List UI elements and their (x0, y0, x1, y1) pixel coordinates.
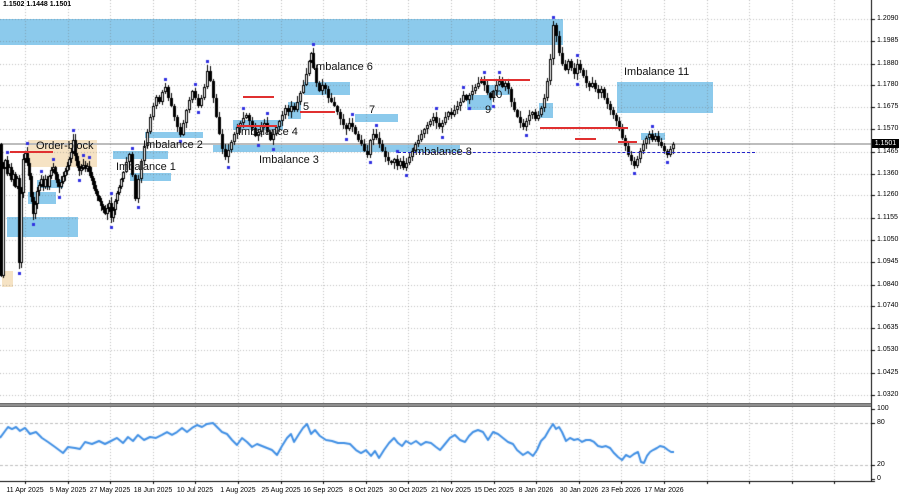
imbalance-3-label: Imbalance 3 (259, 154, 319, 166)
price-axis-label[interactable]: 1.0530 (877, 346, 899, 353)
10-label: 10 (490, 89, 503, 101)
price-axis-label[interactable]: 1.0320 (877, 391, 899, 398)
red-level-line (618, 141, 637, 143)
price-axis-label[interactable]: 1.2090 (877, 15, 899, 22)
price-axis-label[interactable]: 1.1360 (877, 170, 899, 177)
imbalance-6-label: Imbalance 6 (313, 61, 373, 73)
price-axis-label[interactable]: 1.0425 (877, 369, 899, 376)
date-axis-label[interactable]: 23 Feb 2026 (601, 487, 641, 494)
price-axis-label[interactable]: 1.1260 (877, 191, 899, 198)
price-axis-label[interactable]: 1.0635 (877, 324, 899, 331)
date-axis-label[interactable]: 18 Jun 2025 (133, 487, 173, 494)
price-axis-label[interactable]: 1.1050 (877, 236, 899, 243)
indicator-panel-separator[interactable] (0, 403, 871, 407)
price-axis-label[interactable]: 1.1880 (877, 60, 899, 67)
imbalance-2-label: Imbalance 2 (143, 139, 203, 151)
date-axis-label[interactable]: 1 Aug 2025 (220, 487, 256, 494)
price-axis-label[interactable]: 1.0740 (877, 302, 899, 309)
price-axis-label[interactable]: 1.0945 (877, 258, 899, 265)
date-axis-label[interactable]: 30 Oct 2025 (388, 487, 428, 494)
date-axis-label[interactable]: 5 May 2025 (49, 487, 87, 494)
price-axis-label[interactable]: 1.1155 (877, 214, 898, 221)
imbalance-4-label: Imbalance 4 (238, 126, 298, 138)
9-label: 9 (485, 104, 492, 116)
date-axis-label[interactable]: 25 Aug 2025 (261, 487, 301, 494)
date-axis-label[interactable]: 8 Oct 2025 (348, 487, 384, 494)
7-label: 7 (369, 104, 376, 116)
date-axis-label[interactable]: 15 Dec 2025 (474, 487, 514, 494)
date-axis-label[interactable]: 30 Jan 2026 (559, 487, 599, 494)
red-level-line (237, 125, 277, 127)
5-label: 5 (303, 101, 310, 113)
imbalance-1-label: Imbalance 1 (116, 161, 176, 173)
date-axis-label[interactable]: 11 Apr 2025 (6, 487, 44, 494)
date-axis-label[interactable]: 21 Nov 2025 (431, 487, 471, 494)
indicator-axis-label[interactable]: 20 (877, 461, 885, 468)
date-axis-label[interactable]: 10 Jul 2025 (176, 487, 214, 494)
price-axis-label[interactable]: 1.1465 (877, 148, 899, 155)
ohlc-readout: 1.1502 1.1448 1.1501 (3, 1, 72, 8)
current-price-tag: 1.1501 (872, 139, 899, 148)
price-axis-label[interactable]: 1.1985 (877, 37, 899, 44)
indicator-axis-label[interactable]: 80 (877, 419, 885, 426)
order-block-label: Order-block (36, 140, 94, 152)
red-level-line (243, 96, 274, 98)
imbalance-11-label: Imbalance 11 (624, 66, 690, 78)
date-axis-label[interactable]: 17 Mar 2026 (644, 487, 684, 494)
price-axis-label[interactable]: 1.0840 (877, 281, 899, 288)
indicator-axis-label[interactable]: 100 (877, 405, 889, 412)
imbalance-8-dashed-line (398, 152, 755, 153)
red-level-line (575, 138, 596, 140)
imbalance-8-label: Imbalance 8 (412, 146, 472, 158)
price-axis-label[interactable]: 1.1675 (877, 103, 899, 110)
red-level-line (540, 127, 628, 129)
red-level-line (10, 151, 53, 153)
red-level-line (300, 111, 335, 113)
price-axis-label[interactable]: 1.1780 (877, 81, 899, 88)
red-level-line (480, 79, 530, 81)
indicator-axis-label[interactable]: 0 (877, 475, 881, 482)
date-axis-label[interactable]: 27 May 2025 (89, 487, 131, 494)
date-axis-label[interactable]: 8 Jan 2026 (518, 487, 554, 494)
price-axis-label[interactable]: 1.1570 (877, 125, 899, 132)
date-axis-label[interactable]: 16 Sep 2025 (303, 487, 343, 494)
